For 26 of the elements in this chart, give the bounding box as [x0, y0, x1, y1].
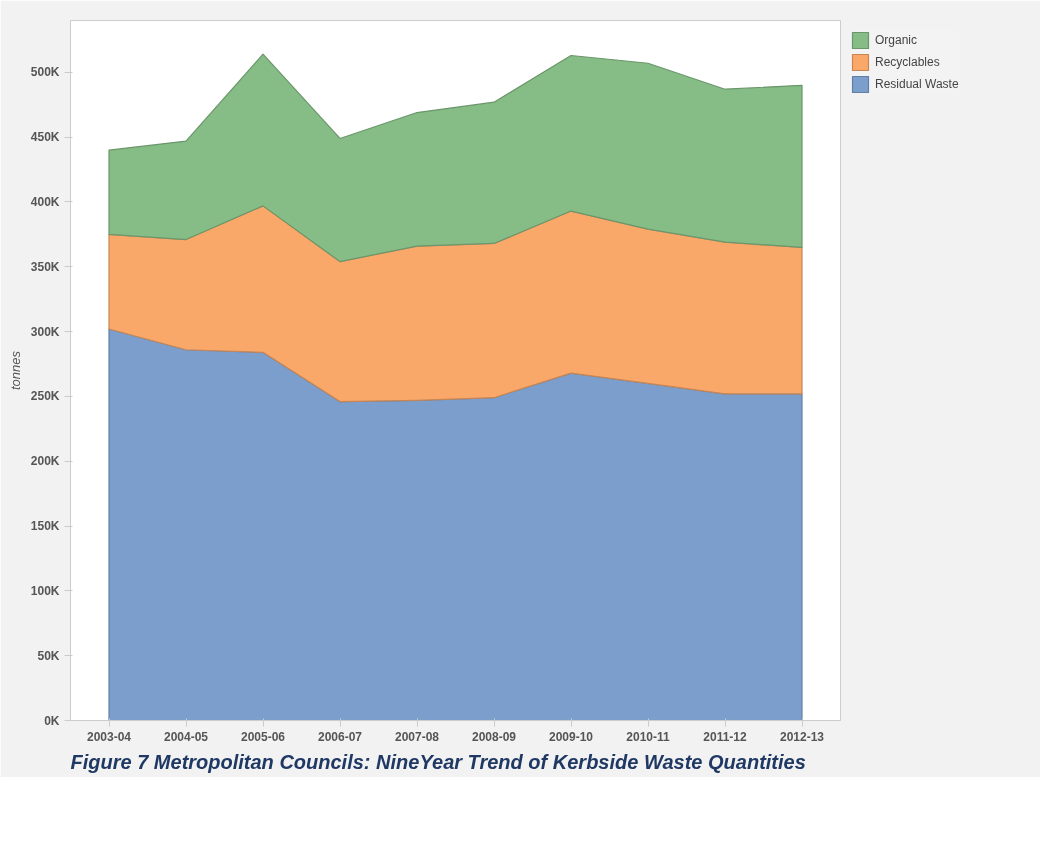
y-tick-label: 450K	[30, 130, 60, 145]
x-tick-label: 2004-05	[163, 729, 209, 744]
y-tick-label: 300K	[30, 324, 60, 339]
y-tick-label: 50K	[37, 648, 60, 663]
x-tick-label: 2008-09	[471, 729, 517, 744]
y-tick-label: 400K	[30, 194, 60, 209]
y-tick-label: 500K	[30, 65, 60, 80]
y-tick-label: 100K	[30, 583, 60, 598]
x-tick-label: 2003-04	[86, 729, 132, 744]
x-tick-label: 2012-13	[779, 729, 825, 744]
legend-label: Residual Waste	[875, 77, 959, 91]
x-tick-label: 2010-11	[626, 729, 671, 744]
y-tick-label: 350K	[30, 259, 60, 274]
x-tick-label: 2005-06	[240, 729, 286, 744]
y-tick-label: 0K	[44, 713, 60, 728]
y-tick-label: 250K	[30, 389, 60, 404]
y-tick-label: 200K	[30, 454, 60, 469]
text: Figure 7 Metropolitan Councils: NineYear Trend of Kerbside Waste Quantities	[70, 750, 806, 773]
legend-label: Recyclables	[875, 55, 940, 69]
x-tick-label: 2011-12	[703, 729, 748, 744]
x-tick-label: 2007-08	[394, 729, 440, 744]
y-axis-title: tonnes	[7, 350, 23, 391]
legend-label: Organic	[875, 33, 918, 47]
x-tick-label: 2006-07	[317, 729, 363, 744]
y-tick-label: 150K	[30, 519, 60, 534]
x-tick-label: 2009-10	[548, 729, 594, 744]
